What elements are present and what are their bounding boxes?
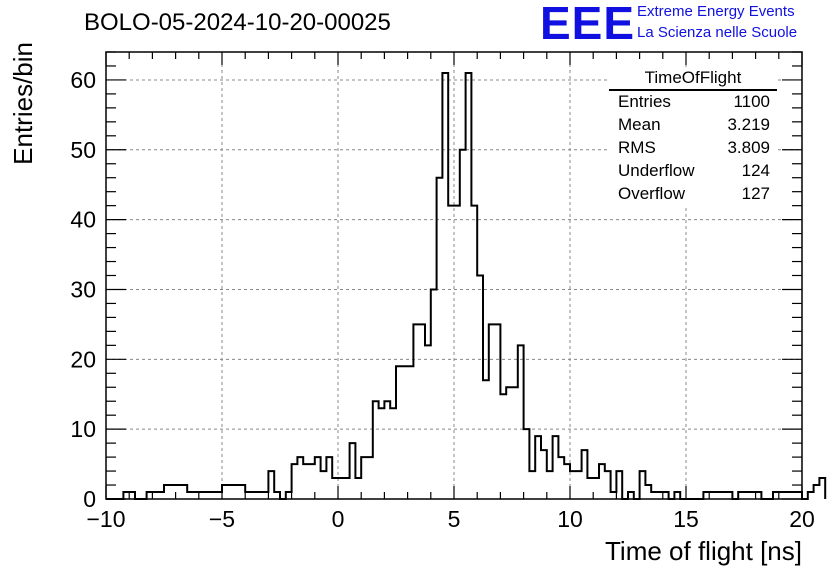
y-tick-label: 0 (83, 486, 96, 512)
logo-line-1: Extreme Energy Events (637, 3, 795, 20)
stats-value: 3.219 (727, 115, 770, 134)
stats-value: 3.809 (727, 138, 770, 157)
x-tick-label: 5 (448, 506, 461, 532)
y-tick-label: 20 (70, 346, 96, 372)
stats-label: Underflow (618, 161, 695, 180)
stats-value: 124 (741, 161, 770, 180)
stats-title: TimeOfFlight (644, 68, 742, 87)
x-tick-label: 20 (789, 506, 815, 532)
x-tick-label: 15 (673, 506, 699, 532)
stats-row: Overflow 127 (618, 184, 770, 206)
stats-row: Underflow 124 (618, 161, 770, 183)
stats-label: RMS (618, 138, 656, 157)
stats-row: Mean 3.219 (618, 115, 770, 137)
y-axis-title: Entries/bin (8, 42, 38, 165)
axis-ticks (105, 51, 803, 500)
stats-label: Mean (618, 115, 661, 134)
y-tick-label: 50 (70, 137, 96, 163)
y-tick-label: 10 (70, 416, 96, 442)
x-axis-title: Time of flight [ns] (605, 536, 802, 566)
stats-label: Overflow (618, 184, 686, 203)
y-tick-label: 40 (70, 207, 96, 233)
x-tick-labels: −10 −5 0 5 10 15 20 (86, 506, 814, 532)
stats-row: Entries 1100 (618, 92, 770, 114)
stats-divider (609, 89, 777, 91)
logo-line-2: La Scienza nelle Scuole (637, 24, 798, 41)
x-tick-label: 0 (332, 506, 345, 532)
x-tick-label: −5 (209, 506, 235, 532)
plot-frame (105, 51, 803, 500)
x-tick-label: −10 (86, 506, 125, 532)
y-tick-labels: 0 10 20 30 40 50 60 (70, 67, 96, 512)
stats-value: 127 (741, 184, 770, 203)
eee-logo: EEE (540, 0, 636, 49)
stats-label: Entries (618, 92, 671, 111)
y-tick-label: 30 (70, 276, 96, 302)
stats-row: RMS 3.809 (618, 138, 770, 160)
x-tick-label: 10 (557, 506, 583, 532)
plot-title: BOLO-05-2024-10-20-00025 (84, 9, 391, 36)
stats-box: TimeOfFlight Entries 1100 Mean 3.219 RMS 3.80… (609, 68, 777, 206)
stats-value: 1100 (733, 92, 770, 111)
y-tick-label: 60 (70, 67, 96, 93)
